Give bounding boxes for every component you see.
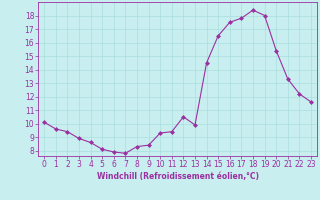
X-axis label: Windchill (Refroidissement éolien,°C): Windchill (Refroidissement éolien,°C) (97, 172, 259, 181)
